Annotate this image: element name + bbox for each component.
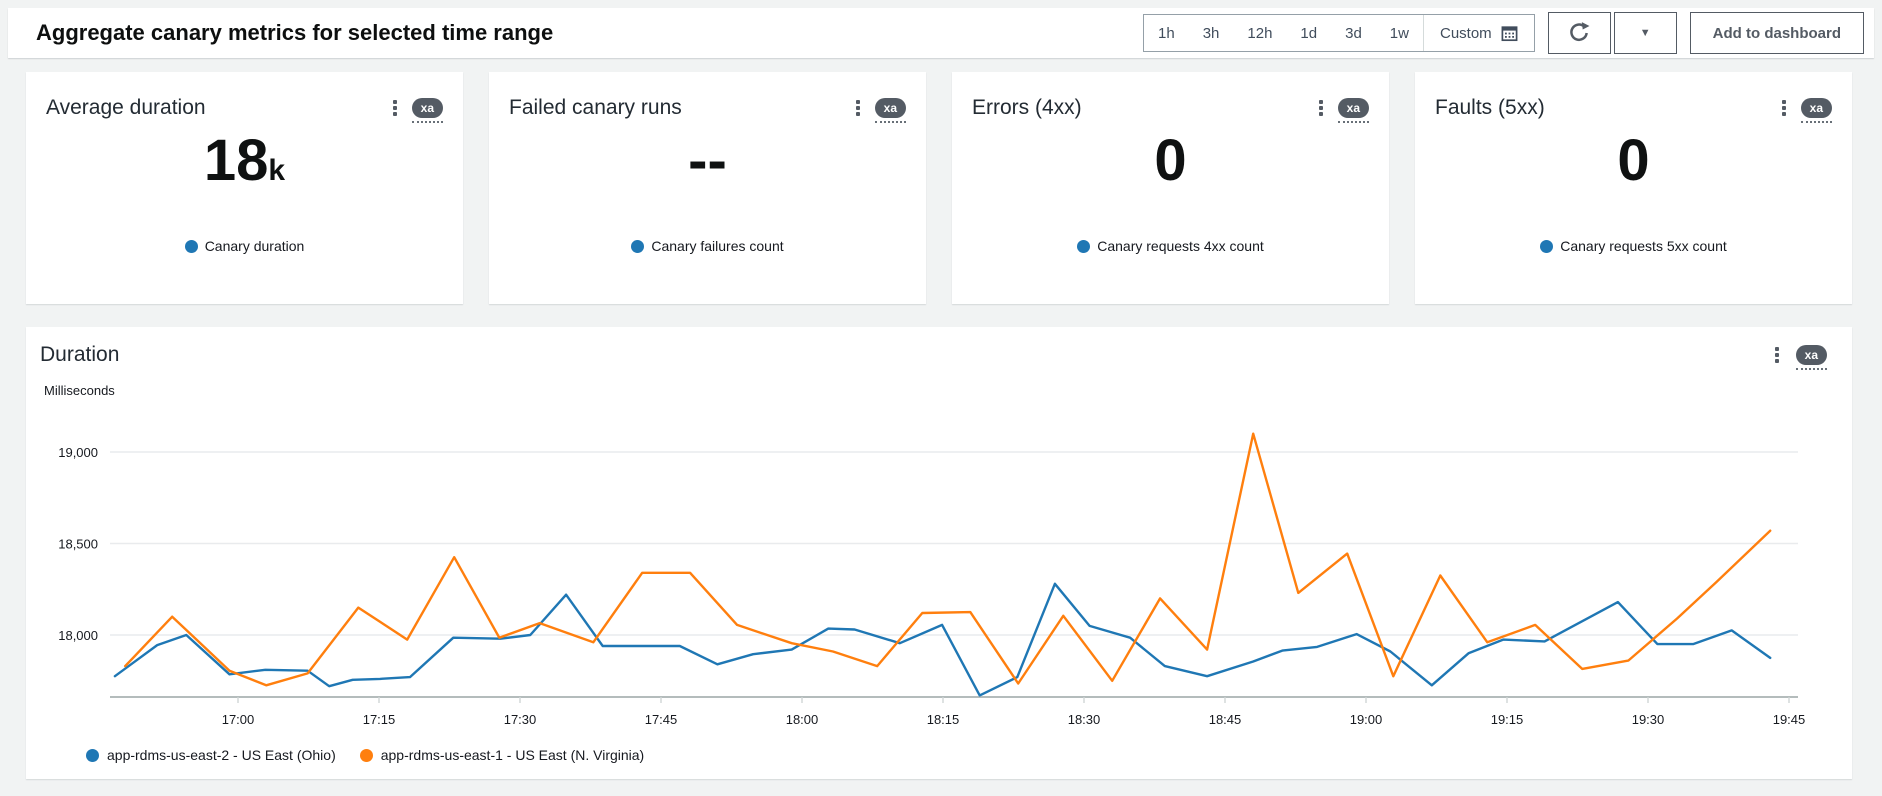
kebab-menu-icon[interactable] (1779, 98, 1789, 118)
legend-item-us-east-2[interactable]: app-rdms-us-east-2 - US East (Ohio) (86, 747, 336, 763)
xa-badge[interactable]: xa (1795, 345, 1827, 370)
legend-label: app-rdms-us-east-2 - US East (Ohio) (107, 747, 336, 763)
card-average-duration: Average duration xa 18k Canary duration (26, 72, 463, 304)
refresh-button[interactable] (1547, 12, 1611, 54)
series-line-0 (113, 582, 1772, 697)
card-failed-canary-runs: Failed canary runs xa -- Canary failures… (489, 72, 926, 304)
time-range-1w[interactable]: 1w (1389, 24, 1409, 42)
x-tick-label: 17:00 (222, 712, 255, 727)
caret-down-icon: ▼ (1639, 26, 1651, 39)
metric-cards-row: Average duration xa 18k Canary duration … (26, 72, 1852, 304)
card-faults-5xx: Faults (5xx) xa 0 Canary requests 5xx co… (1415, 72, 1852, 304)
add-to-dashboard-button[interactable]: Add to dashboard (1689, 12, 1864, 54)
time-range-selector: 1h 3h 12h 1d 3d 1w Custom (1143, 14, 1535, 52)
card-title: Average duration (46, 96, 206, 119)
card-title: Errors (4xx) (972, 96, 1082, 119)
kebab-menu-icon[interactable] (390, 98, 400, 118)
card-errors-4xx: Errors (4xx) xa 0 Canary requests 4xx co… (952, 72, 1389, 304)
duration-chart-svg[interactable]: 19,000 18,500 18,000 17:00 17:15 17:30 17:45 18… (26, 327, 1852, 779)
x-tick-label: 19:00 (1350, 712, 1383, 727)
legend-item-us-east-1[interactable]: app-rdms-us-east-1 - US East (N. Virgini… (359, 747, 645, 763)
kebab-menu-icon[interactable] (1316, 98, 1326, 118)
card-legend-item[interactable]: Canary requests 5xx count (1415, 238, 1852, 254)
page-title: Aggregate canary metrics for selected ti… (36, 20, 554, 45)
legend-label: Canary duration (204, 238, 305, 254)
legend-color-dot (1540, 239, 1554, 253)
x-tick-label: 18:30 (1068, 712, 1101, 727)
y-axis-label: Milliseconds (44, 383, 115, 398)
legend-label: Canary failures count (651, 238, 784, 254)
card-title: Failed canary runs (509, 96, 682, 119)
refresh-options-button[interactable]: ▼ (1613, 12, 1677, 54)
legend-label: app-rdms-us-east-1 - US East (N. Virgini… (380, 747, 645, 763)
time-range-3d[interactable]: 3d (1345, 24, 1362, 42)
kebab-menu-icon[interactable] (853, 98, 863, 118)
custom-label: Custom (1439, 24, 1492, 42)
x-tick-label: 18:45 (1209, 712, 1242, 727)
card-value: 18k (203, 128, 286, 193)
xa-badge[interactable]: xa (874, 98, 906, 123)
xa-badge[interactable]: xa (1800, 98, 1832, 123)
x-tick-label: 19:30 (1632, 712, 1665, 727)
legend-label: Canary requests 4xx count (1097, 238, 1264, 254)
series-line-1 (123, 432, 1772, 687)
legend-color-dot (184, 239, 198, 253)
y-tick-label: 18,000 (58, 628, 98, 643)
header-controls: 1h 3h 12h 1d 3d 1w Custom (1143, 12, 1874, 54)
card-value: 0 (1617, 128, 1650, 193)
card-legend-item[interactable]: Canary duration (26, 238, 463, 254)
value-suffix: k (268, 154, 286, 187)
card-legend-item[interactable]: Canary requests 4xx count (952, 238, 1389, 254)
legend-label: Canary requests 5xx count (1560, 238, 1727, 254)
x-tick-label: 18:00 (786, 712, 819, 727)
xa-badge[interactable]: xa (411, 98, 443, 123)
card-value: -- (688, 128, 727, 193)
x-tick-label: 17:45 (645, 712, 678, 727)
time-range-3h[interactable]: 3h (1202, 24, 1220, 42)
x-tick-label: 19:45 (1773, 712, 1806, 727)
legend-color-dot (1077, 239, 1091, 253)
chart-legend: app-rdms-us-east-2 - US East (Ohio) app-… (86, 747, 644, 763)
x-tick-label: 17:30 (504, 712, 537, 727)
legend-color-dot (359, 748, 373, 762)
x-tick-label: 17:15 (363, 712, 396, 727)
time-range-1h[interactable]: 1h (1158, 24, 1175, 42)
card-value: 0 (1154, 128, 1187, 193)
chart-panel-title: Duration (40, 343, 120, 366)
refresh-icon (1567, 21, 1591, 45)
card-title: Faults (5xx) (1435, 96, 1545, 119)
card-legend-item[interactable]: Canary failures count (489, 238, 926, 254)
legend-color-dot (86, 748, 99, 762)
kebab-menu-icon[interactable] (1772, 345, 1782, 365)
x-tick-label: 18:15 (927, 712, 960, 727)
time-range-12h[interactable]: 12h (1247, 24, 1273, 42)
xa-badge[interactable]: xa (1337, 98, 1369, 123)
calendar-grid-icon (1501, 25, 1518, 42)
legend-color-dot (631, 239, 645, 253)
time-range-1d[interactable]: 1d (1300, 24, 1318, 42)
y-tick-label: 18,500 (58, 537, 98, 552)
header-bar: Aggregate canary metrics for selected ti… (8, 8, 1874, 58)
y-tick-label: 19,000 (58, 445, 98, 460)
x-tick-label: 19:15 (1491, 712, 1524, 727)
time-range-custom[interactable]: Custom (1422, 15, 1534, 51)
duration-chart-panel: Duration xa Milliseconds 19,000 18,500 18,… (26, 327, 1852, 779)
